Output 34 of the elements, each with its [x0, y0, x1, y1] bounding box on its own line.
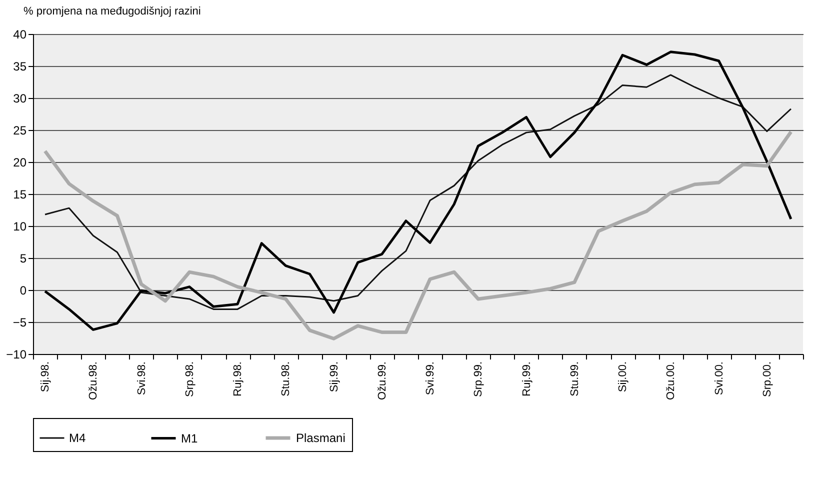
legend-label: Plasmani [296, 431, 346, 445]
x-tick-label: Sij.98. [40, 362, 52, 392]
y-tick-label: −5 [12, 316, 27, 330]
line-series [44, 50, 792, 331]
legend-label: M1 [181, 431, 198, 446]
y-tick-label: 20 [13, 156, 27, 170]
y-tick-label: −10 [6, 348, 27, 362]
x-tick-label: Svi.99. [424, 362, 437, 396]
y-tick-label: 40 [13, 28, 27, 42]
x-tick-label: Stu.98. [280, 362, 292, 396]
x-tick-label: Ruj.98. [232, 362, 244, 396]
x-tick-label: Svi.00. [713, 362, 726, 396]
y-tick-label: 25 [13, 124, 27, 138]
x-tick-label: Svi.98. [136, 362, 148, 396]
x-tick-label: Ožu.99. [376, 362, 388, 400]
line-series [44, 74, 792, 310]
x-tick-label: Sij.99. [328, 362, 340, 392]
x-tick-label: Sij.00. [617, 362, 630, 392]
x-tick-label: Srp.99. [472, 362, 485, 397]
y-tick-label: 10 [13, 220, 27, 234]
x-tick-label: Stu.99. [568, 362, 581, 396]
y-tick-label: 0 [20, 284, 27, 298]
x-tick-label: Srp.98. [184, 362, 196, 397]
legend-label: M4 [69, 431, 86, 445]
x-tick-label: Ožu.98. [88, 362, 100, 400]
x-tick-label: Srp.00. [761, 362, 774, 397]
y-axis-title: % promjena na međugodišnjoj razini [24, 6, 201, 18]
y-tick-label: 35 [13, 60, 27, 74]
line-series [43, 130, 793, 340]
y-tick-label: 5 [20, 252, 27, 266]
y-tick-label: 15 [13, 188, 27, 202]
x-tick-label: Ruj.99. [520, 362, 533, 396]
y-tick-label: 30 [13, 92, 27, 106]
x-tick-label: Ožu.00. [665, 362, 678, 400]
